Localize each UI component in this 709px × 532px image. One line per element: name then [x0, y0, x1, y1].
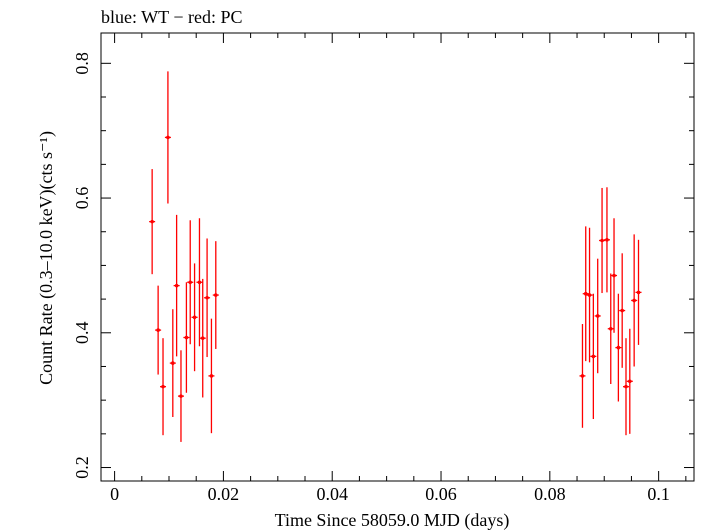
- data-marker: [205, 295, 209, 300]
- data-point: [599, 187, 606, 294]
- data-point: [164, 71, 171, 204]
- plot-frame: [100, 32, 695, 482]
- data-marker: [179, 394, 183, 398]
- data-marker: [192, 315, 197, 320]
- data-point: [590, 293, 597, 420]
- data-point: [187, 220, 194, 345]
- data-marker: [612, 273, 616, 278]
- data-marker: [632, 298, 636, 303]
- data-point: [160, 338, 167, 436]
- data-marker: [616, 345, 621, 350]
- data-marker: [150, 219, 154, 224]
- x-tick-label: 0.06: [425, 484, 457, 504]
- x-tick-label: 0.04: [316, 484, 348, 504]
- tick-layer: 0 0.02 0.04 0.06 0.08 0.1 0.2 0.4 0.6 0.8: [72, 33, 694, 504]
- chart-title: blue: WT − red: PC: [101, 7, 242, 27]
- y-tick-label: 0.6: [72, 187, 92, 210]
- y-tick-label: 0.8: [72, 52, 92, 75]
- data-marker: [624, 384, 628, 389]
- data-point: [579, 324, 586, 428]
- data-point: [169, 309, 176, 417]
- data-point: [183, 282, 190, 393]
- y-tick-label: 0.4: [72, 322, 92, 345]
- data-point: [622, 338, 629, 436]
- data-marker: [188, 280, 193, 285]
- x-axis-label: Time Since 58059.0 MJD (days): [275, 510, 510, 531]
- data-point: [208, 318, 215, 434]
- data-marker: [608, 326, 613, 331]
- data-marker: [580, 374, 585, 378]
- data-marker: [605, 238, 609, 242]
- data-point: [631, 234, 638, 367]
- data-point: [615, 293, 622, 402]
- data-marker: [595, 314, 600, 318]
- x-tick-label: 0.02: [208, 484, 240, 504]
- data-layer: [149, 71, 642, 442]
- x-tick-label: 0.08: [534, 484, 566, 504]
- data-point: [607, 273, 614, 384]
- data-point: [586, 227, 593, 363]
- data-point: [149, 169, 156, 275]
- data-marker: [620, 308, 624, 313]
- data-point: [635, 239, 642, 345]
- y-tick-label: 0.2: [72, 456, 92, 479]
- data-point: [173, 214, 180, 357]
- data-point: [619, 253, 626, 368]
- data-point: [155, 285, 162, 375]
- data-point: [212, 241, 219, 349]
- data-marker: [209, 374, 214, 378]
- data-marker: [166, 135, 170, 140]
- data-marker: [197, 280, 202, 285]
- data-point: [196, 218, 203, 347]
- data-point: [582, 226, 589, 362]
- data-marker: [174, 283, 179, 288]
- data-point: [199, 278, 206, 398]
- data-marker: [587, 293, 592, 297]
- data-point: [626, 328, 633, 434]
- data-point: [191, 263, 198, 372]
- data-marker: [600, 238, 604, 243]
- data-point: [611, 218, 618, 333]
- data-marker: [161, 384, 165, 389]
- data-point: [204, 238, 211, 358]
- data-marker: [628, 379, 632, 384]
- data-point: [603, 187, 610, 293]
- y-axis-label: Count Rate (0.3–10.0 keV)(cts s⁻¹): [36, 131, 57, 385]
- data-marker: [156, 328, 160, 332]
- data-marker: [591, 354, 596, 359]
- data-marker: [200, 336, 205, 340]
- data-marker: [213, 293, 218, 297]
- data-marker: [184, 335, 189, 340]
- data-marker: [171, 361, 175, 365]
- data-point: [177, 350, 184, 442]
- x-tick-label: 0.1: [647, 484, 670, 504]
- x-tick-label: 0: [110, 484, 119, 504]
- data-marker: [636, 290, 641, 295]
- data-point: [594, 258, 601, 374]
